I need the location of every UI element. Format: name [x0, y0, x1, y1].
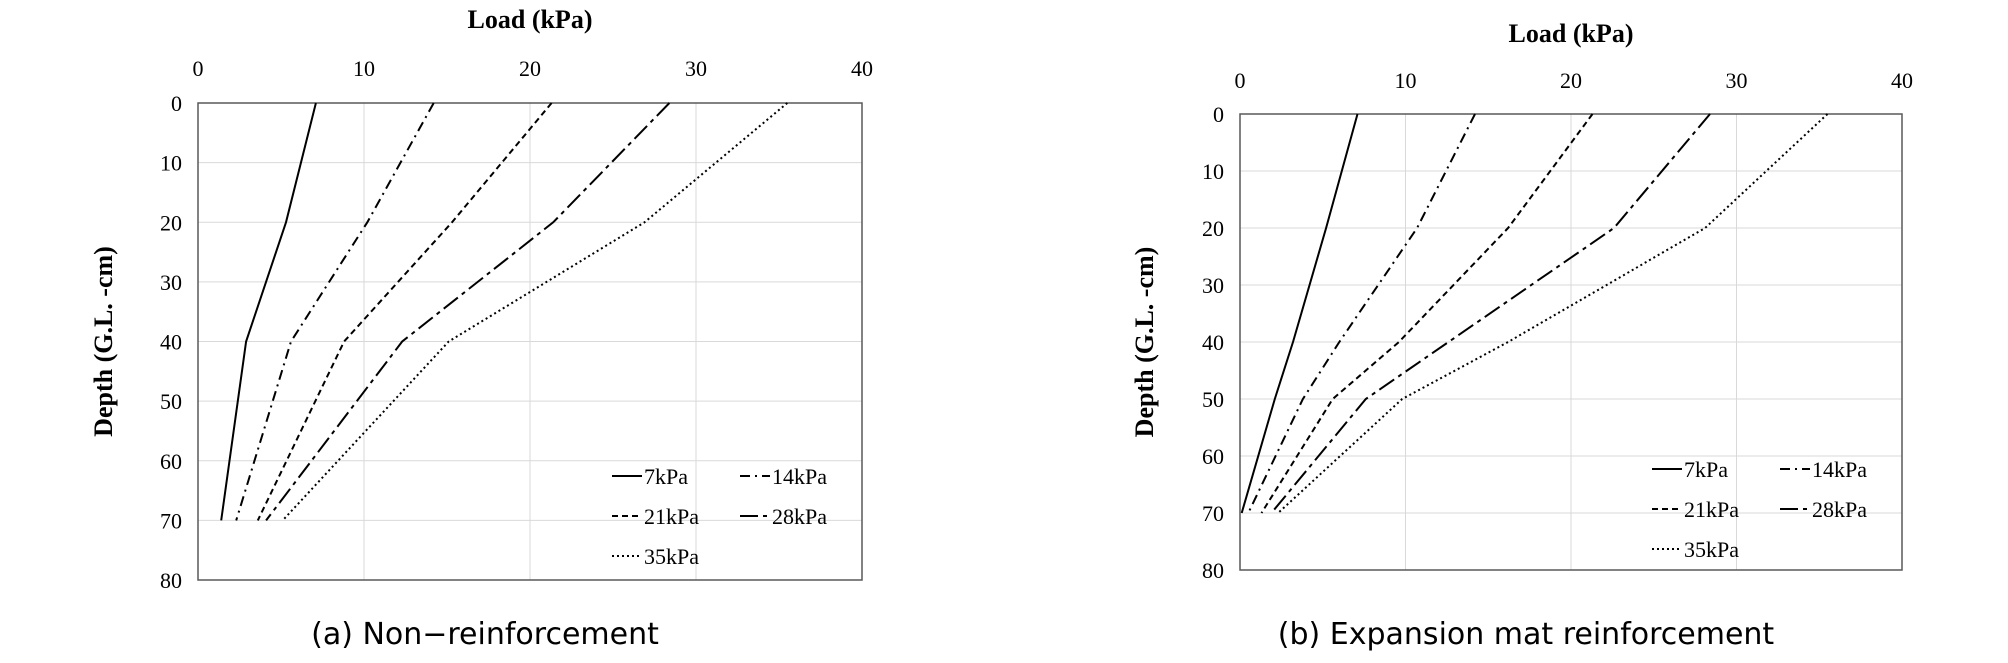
chart-a-y-tick-label: 80: [160, 568, 182, 593]
chart-a-x-tick-label: 10: [353, 56, 375, 81]
chart-b-y-tick-labels: 0 10 20 30 40 50 60 70 80: [1202, 102, 1224, 583]
legend-label-21kpa: 21kPa: [644, 504, 699, 529]
chart-b-x-axis-title: Load (kPa): [1509, 19, 1634, 48]
legend-label-14kpa: 14kPa: [1812, 457, 1867, 482]
chart-b-series-21kpa-line: [1260, 113, 1594, 514]
chart-b-x-tick-label: 20: [1560, 68, 1582, 93]
chart-a-y-tick-label: 20: [160, 210, 182, 235]
chart-a-series-35kpa-line: [281, 102, 788, 522]
legend-label-14kpa: 14kPa: [772, 464, 827, 489]
chart-b-x-tick-label: 40: [1891, 68, 1913, 93]
chart-b-x-tick-label: 10: [1395, 68, 1417, 93]
chart-a-x-tick-label: 0: [193, 56, 204, 81]
chart-a-x-tick-label: 30: [685, 56, 707, 81]
chart-a-y-tick-labels: 0 10 20 30 40 50 60 70 80: [160, 91, 182, 593]
chart-a-x-tick-label: 40: [851, 56, 873, 81]
chart-a-series-28kpa-line: [265, 102, 671, 522]
chart-a-series-14kpa-line: [235, 102, 435, 521]
chart-b-x-tick-labels: 0 10 20 30 40: [1235, 68, 1914, 93]
chart-b-y-tick-label: 60: [1202, 444, 1224, 469]
legend-label-7kpa: 7kPa: [644, 464, 688, 489]
chart-b-y-tick-label: 20: [1202, 216, 1224, 241]
chart-b-series-35kpa-line: [1277, 113, 1829, 514]
chart-a-x-tick-labels: 0 10 20 30 40: [193, 56, 874, 81]
chart-a: Load (kPa) Depth (G.L. -cm) 0 10 20 30 40 0 1…: [89, 5, 873, 652]
chart-a-y-tick-label: 40: [160, 330, 182, 355]
chart-a-y-tick-label: 10: [160, 151, 182, 176]
chart-b-series-14kpa-line: [1247, 113, 1476, 514]
chart-a-y-tick-label: 70: [160, 508, 182, 533]
legend-label-28kpa: 28kPa: [1812, 497, 1867, 522]
chart-b-y-tick-label: 70: [1202, 501, 1224, 526]
chart-b-legend: 7kPa 14kPa 21kPa 28kPa 35kPa: [1652, 457, 1867, 562]
legend-label-7kpa: 7kPa: [1684, 457, 1728, 482]
chart-b-y-tick-label: 10: [1202, 159, 1224, 184]
chart-a-x-tick-label: 20: [519, 56, 541, 81]
chart-b-x-tick-label: 30: [1726, 68, 1748, 93]
chart-b-y-tick-label: 0: [1213, 102, 1224, 127]
legend-label-28kpa: 28kPa: [772, 504, 827, 529]
chart-b-caption: (b) Expansion mat reinforcement: [1278, 617, 1775, 652]
chart-a-plot-frame: [197, 102, 863, 581]
chart-a-y-tick-label: 30: [160, 270, 182, 295]
chart-b-series-7kpa-line: [1240, 113, 1359, 514]
legend-label-35kpa: 35kPa: [1684, 537, 1739, 562]
chart-a-series-7kpa-line: [220, 102, 317, 521]
chart-b-y-tick-label: 50: [1202, 387, 1224, 412]
chart-a-series: [220, 102, 788, 522]
chart-a-y-tick-label: 0: [171, 91, 182, 116]
chart-b-series: [1240, 113, 1829, 514]
chart-b-y-tick-label: 30: [1202, 273, 1224, 298]
chart-a-y-axis-title: Depth (G.L. -cm): [89, 246, 118, 437]
chart-a-legend: 7kPa 14kPa 21kPa 28kPa 35kPa: [612, 464, 827, 569]
chart-b-y-tick-label: 80: [1202, 558, 1224, 583]
chart-b-y-axis-title: Depth (G.L. -cm): [1130, 247, 1159, 438]
legend-label-35kpa: 35kPa: [644, 544, 699, 569]
chart-a-y-tick-label: 60: [160, 449, 182, 474]
chart-a-y-tick-label: 50: [160, 389, 182, 414]
chart-b-x-tick-label: 0: [1235, 68, 1246, 93]
chart-b-y-tick-label: 40: [1202, 330, 1224, 355]
chart-b-series-28kpa-line: [1270, 113, 1711, 514]
legend-label-21kpa: 21kPa: [1684, 497, 1739, 522]
chart-a-x-axis-title: Load (kPa): [468, 5, 593, 34]
chart-b: Load (kPa) Depth (G.L. -cm) 0 10 20 30 40 0 1…: [1130, 19, 1913, 652]
chart-b-plot-frame: [1239, 113, 1903, 571]
chart-a-series-21kpa-line: [256, 102, 553, 521]
chart-a-caption: (a) Non−reinforcement: [311, 617, 659, 652]
